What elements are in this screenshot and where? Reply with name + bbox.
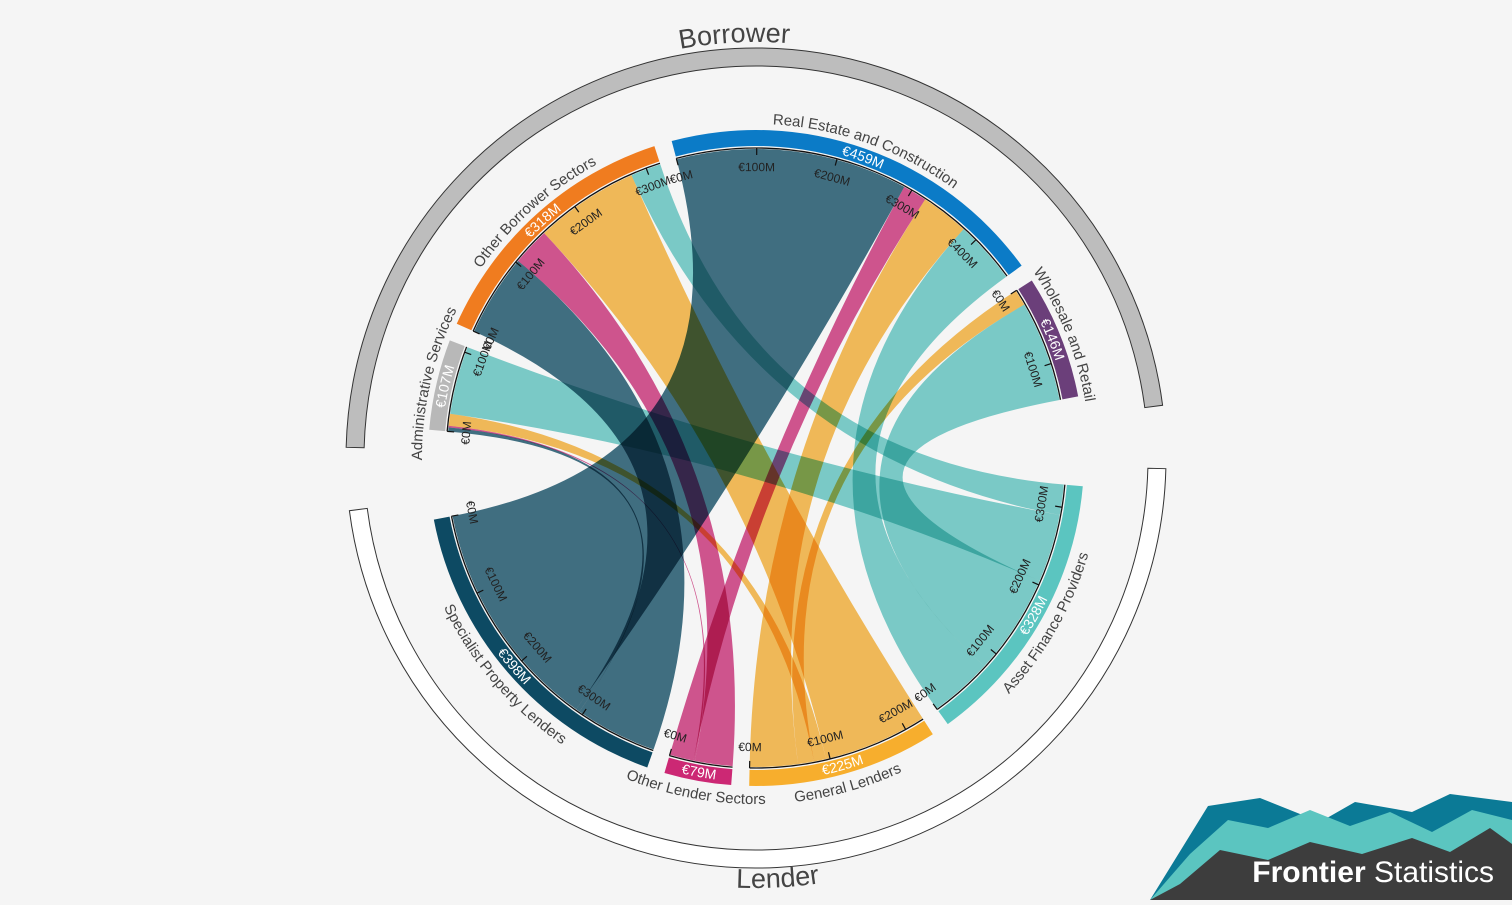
- brand-name-bold: Frontier: [1252, 856, 1365, 889]
- tick-label-re-100: €100M: [738, 160, 775, 174]
- group-label-lender: Lender: [736, 859, 821, 894]
- node-total-ol: €79M: [680, 761, 717, 783]
- tick-label-as-0: €0M: [458, 421, 474, 445]
- brand-name-light: Statistics: [1374, 856, 1494, 889]
- tick-as-0: [447, 431, 454, 432]
- brand-name: Frontier Statistics: [1252, 856, 1494, 890]
- brand-logo: Frontier Statistics: [1150, 792, 1512, 900]
- tick-label-gl-0: €0M: [738, 740, 762, 754]
